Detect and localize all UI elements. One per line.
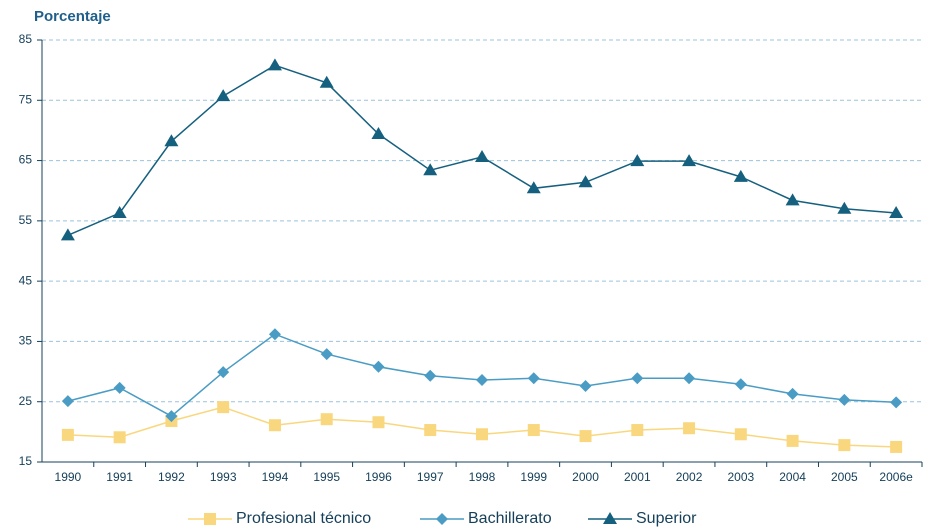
y-tick-label: 15 (19, 454, 33, 468)
data-point (268, 328, 281, 341)
y-tick-label: 65 (19, 153, 33, 167)
data-point (267, 58, 282, 71)
x-tick-label: 2005 (831, 470, 858, 484)
data-point (61, 428, 74, 441)
data-point (217, 366, 230, 379)
data-point (320, 348, 333, 361)
legend-marker (603, 512, 617, 524)
data-point (475, 149, 489, 162)
x-tick-label: 1994 (262, 470, 289, 484)
x-tick-label: 1998 (469, 470, 496, 484)
data-point (578, 175, 593, 188)
data-point (371, 127, 386, 140)
x-tick-label: 1997 (417, 470, 444, 484)
legend-marker (436, 513, 448, 525)
data-point (837, 201, 852, 214)
data-point (683, 372, 696, 385)
y-tick-label: 55 (19, 213, 33, 227)
x-tick-label: 2000 (572, 470, 599, 484)
y-tick-label: 25 (19, 394, 33, 408)
x-tick-label: 1996 (365, 470, 392, 484)
data-point (424, 424, 437, 437)
y-tick-label: 45 (19, 273, 33, 287)
data-point (838, 393, 851, 406)
x-tick-label: 1995 (313, 470, 340, 484)
data-point (476, 428, 488, 441)
data-point (527, 424, 540, 437)
data-point (268, 419, 281, 432)
y-tick-label: 75 (19, 92, 33, 106)
data-point (320, 413, 333, 426)
data-point (60, 228, 75, 241)
legend-label: Superior (636, 510, 697, 527)
data-point (630, 154, 645, 167)
x-tick-label: 1999 (520, 470, 547, 484)
data-point (319, 75, 334, 88)
series-line (67, 406, 897, 448)
x-tick-label: 1991 (106, 470, 133, 484)
data-point (372, 360, 385, 373)
data-point (786, 387, 799, 400)
data-point (424, 369, 437, 382)
x-tick-label: 1990 (55, 470, 82, 484)
legend-label: Bachillerato (468, 510, 552, 527)
data-point (216, 89, 231, 102)
data-point (112, 206, 127, 219)
x-tick-label: 2002 (676, 470, 703, 484)
data-point (217, 401, 230, 414)
x-tick-label: 2003 (727, 470, 754, 484)
data-point (682, 154, 697, 167)
x-tick-label: 2004 (779, 470, 806, 484)
data-point (734, 428, 747, 441)
data-point (683, 422, 696, 435)
data-point (786, 434, 799, 447)
data-point (890, 440, 903, 453)
data-point (579, 380, 592, 393)
legend-marker (204, 513, 216, 525)
data-point (579, 430, 592, 443)
x-tick-label: 2001 (624, 470, 651, 484)
y-axis-title: Porcentaje (34, 8, 111, 25)
data-point (527, 372, 540, 385)
data-point (734, 378, 747, 391)
y-tick-label: 35 (19, 334, 33, 348)
data-point (113, 381, 126, 394)
data-point (165, 410, 178, 423)
data-point (631, 372, 644, 385)
data-point (61, 395, 74, 408)
x-tick-label: 1993 (210, 470, 237, 484)
data-point (838, 439, 851, 452)
data-point (785, 193, 800, 206)
legend-label: Profesional técnico (236, 510, 371, 527)
data-point (890, 396, 903, 409)
data-point (631, 424, 644, 437)
data-point (423, 163, 438, 176)
data-point (476, 374, 488, 387)
data-point (164, 134, 179, 147)
x-tick-label: 2006e (879, 470, 913, 484)
data-point (113, 431, 126, 444)
data-point (733, 169, 748, 182)
x-tick-label: 1992 (158, 470, 185, 484)
data-point (372, 416, 385, 429)
data-point (526, 181, 541, 194)
y-tick-label: 85 (19, 32, 33, 46)
data-point (889, 206, 904, 219)
